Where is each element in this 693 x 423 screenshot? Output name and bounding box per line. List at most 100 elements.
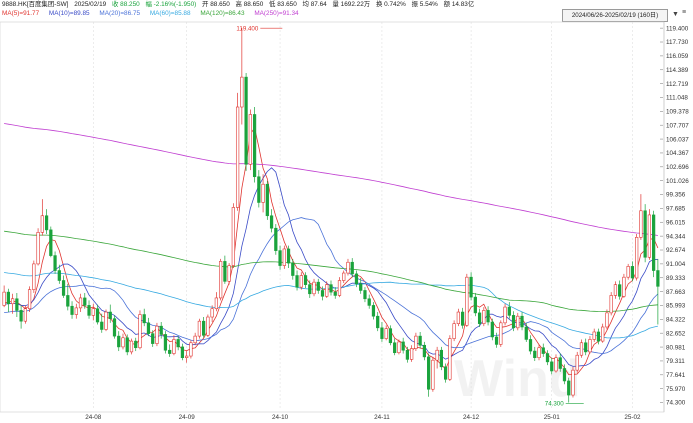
- quote-info-line: 9888.HK[百度集团-SW] 2025/02/19 收 88.250 幅 -…: [2, 0, 478, 10]
- candle: [261, 174, 265, 213]
- y-tick-label: 119.400: [666, 25, 689, 32]
- candle-body: [367, 298, 371, 306]
- candle-body: [27, 289, 32, 310]
- candle: [159, 322, 163, 339]
- candle: [83, 292, 87, 309]
- candle-body: [448, 338, 452, 380]
- candle-body: [618, 284, 622, 297]
- candle: [155, 322, 159, 347]
- candle-body: [197, 320, 202, 337]
- candle: [622, 273, 626, 298]
- candle-body: [342, 272, 346, 281]
- candle: [197, 318, 202, 339]
- candle: [528, 335, 533, 355]
- candle: [371, 302, 376, 320]
- candle-body: [312, 281, 316, 295]
- y-tick-label: 94.344: [666, 233, 686, 240]
- candle: [456, 308, 460, 327]
- candle-body: [337, 280, 342, 296]
- candle-body: [112, 318, 117, 337]
- date-range-selector[interactable]: 2024/06/26-2025/02/19 (160日): [562, 9, 668, 22]
- candle-body: [32, 263, 36, 290]
- min-annotation-label: 74.300: [545, 401, 564, 408]
- candle: [507, 302, 511, 319]
- candle: [257, 170, 261, 208]
- menu-icon[interactable]: ≡: [682, 9, 687, 16]
- candle: [482, 307, 486, 327]
- y-tick-label: 107.707: [666, 122, 689, 129]
- y-tick-label: 97.685: [666, 206, 686, 213]
- y-tick-label: 82.652: [666, 330, 686, 337]
- candle: [465, 273, 469, 327]
- candle: [524, 322, 528, 342]
- candle-body: [414, 335, 418, 349]
- candle-body: [465, 276, 469, 326]
- candle: [2, 285, 6, 308]
- candle-body: [477, 312, 482, 324]
- low-price: 低 83.650: [269, 1, 297, 8]
- candle: [66, 283, 70, 311]
- candle-body: [359, 283, 363, 291]
- candle: [448, 335, 452, 381]
- candle: [388, 325, 393, 346]
- y-tick-label: 112.719: [666, 81, 689, 88]
- candle-body: [210, 308, 214, 318]
- candle-body: [138, 314, 142, 349]
- candle: [609, 292, 613, 316]
- candle: [151, 330, 155, 347]
- candle-body: [388, 328, 393, 344]
- candle: [643, 204, 647, 263]
- candle: [134, 337, 138, 352]
- candle-body: [444, 366, 448, 380]
- candle: [477, 308, 482, 327]
- chevron-down-icon[interactable]: ▼: [672, 11, 679, 18]
- candle: [554, 354, 558, 373]
- candle-body: [49, 229, 53, 256]
- candle-body: [223, 261, 227, 282]
- stock-code: 9888.HK[百度集团-SW]: [2, 1, 69, 8]
- candle-body: [278, 250, 282, 266]
- candle: [596, 328, 601, 345]
- volume-value: 量 1692.22万: [332, 1, 371, 8]
- candle-body: [235, 106, 240, 208]
- candle: [49, 226, 53, 258]
- candle-body: [227, 265, 231, 282]
- candle-body: [78, 297, 83, 309]
- candle-body: [605, 312, 609, 328]
- candle-body: [630, 266, 635, 279]
- amplitude-value: 振 5.54%: [411, 1, 438, 8]
- candle-body: [499, 322, 503, 345]
- y-tick-label: 117.730: [666, 39, 689, 46]
- candle-body: [333, 291, 337, 296]
- candle-body: [146, 322, 151, 334]
- candle: [78, 293, 83, 313]
- candle-body: [53, 255, 57, 271]
- candle-body: [121, 337, 125, 348]
- candle: [545, 350, 550, 366]
- y-tick-label: 114.389: [666, 67, 689, 74]
- candle: [303, 272, 308, 288]
- candle-body: [151, 333, 155, 344]
- candle-body: [231, 207, 235, 266]
- candle: [571, 366, 575, 398]
- candle-body: [354, 273, 359, 285]
- candle-body: [57, 270, 61, 281]
- candle: [74, 303, 78, 319]
- candle: [57, 264, 61, 284]
- candle-body: [104, 311, 108, 330]
- candle: [91, 303, 95, 321]
- candle: [146, 317, 151, 337]
- ma-legend-item: MA(10)=89.85: [48, 10, 90, 17]
- candle: [490, 318, 494, 341]
- candle: [635, 234, 639, 281]
- y-tick-label: 84.322: [666, 317, 686, 324]
- candle: [511, 311, 516, 332]
- candle: [299, 272, 303, 290]
- candle-body: [516, 315, 520, 329]
- candle-body: [291, 262, 295, 276]
- candle: [15, 292, 19, 318]
- candle: [291, 258, 295, 280]
- candle-body: [647, 214, 652, 258]
- candle: [108, 304, 112, 323]
- candle-body: [596, 331, 601, 342]
